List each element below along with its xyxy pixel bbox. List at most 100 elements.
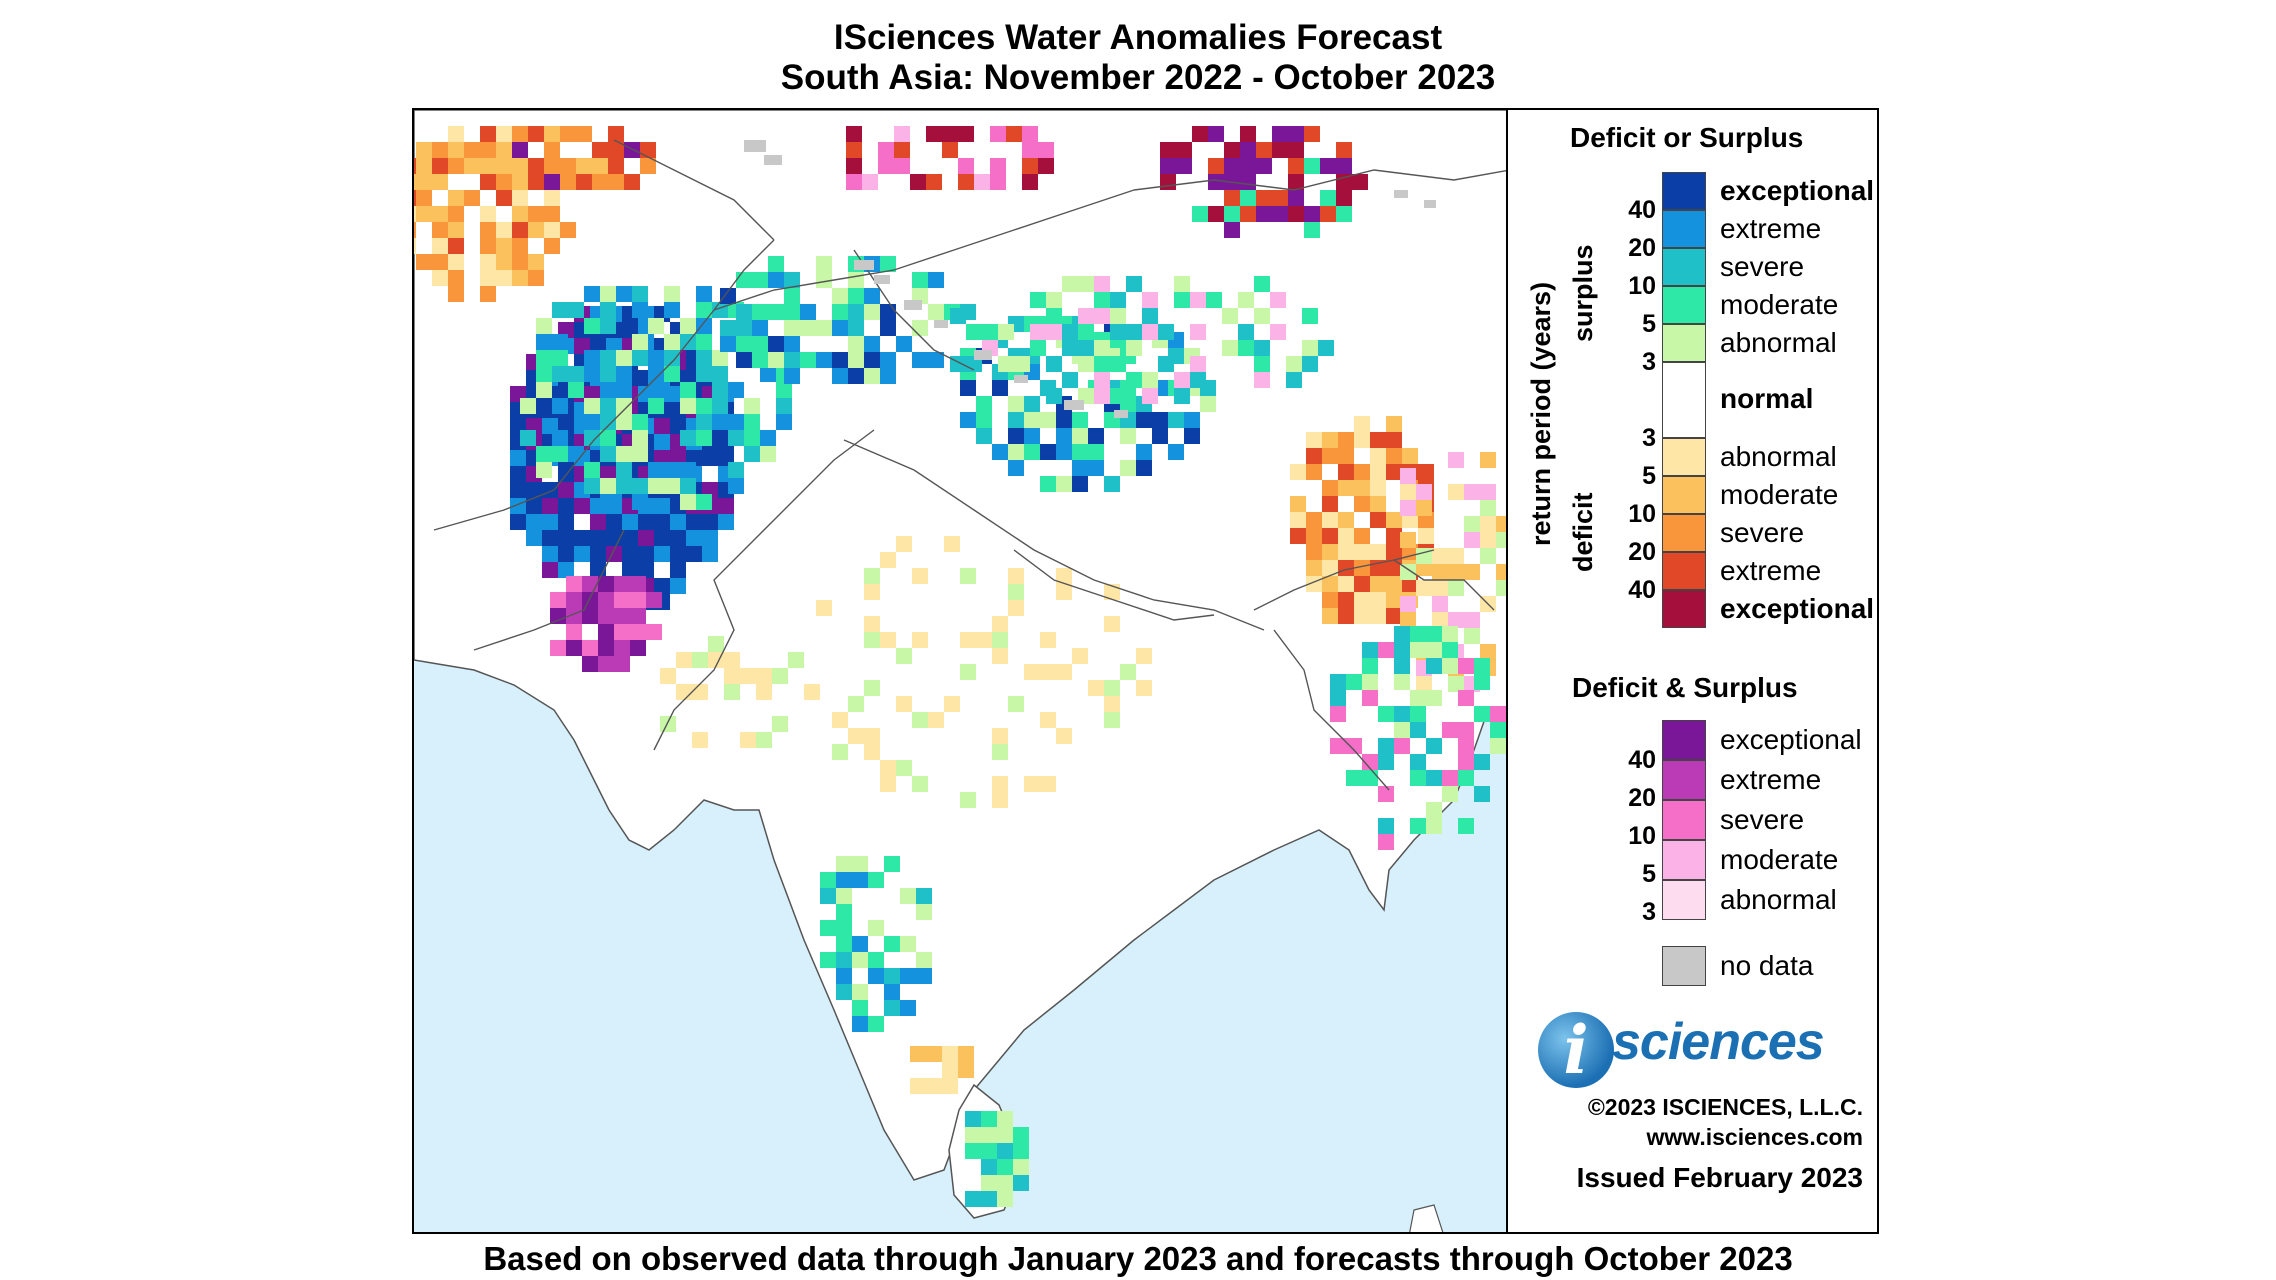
- mixed-cell: [846, 174, 862, 190]
- surplus-cell: [1142, 324, 1158, 340]
- surplus-cell: [1442, 786, 1458, 802]
- surplus-cell: [664, 366, 680, 382]
- deficit-cell: [692, 684, 708, 700]
- surplus-cell: [848, 288, 864, 304]
- surplus-cell: [1474, 706, 1490, 722]
- surplus-cell: [558, 514, 574, 530]
- surplus-cell: [590, 530, 606, 546]
- surplus-cell: [696, 398, 712, 414]
- deficit-cell: [1400, 532, 1416, 548]
- surplus-cell: [1152, 428, 1168, 444]
- deficit-cell: [1240, 206, 1256, 222]
- deficit-cell: [676, 684, 692, 700]
- surplus-cell: [536, 350, 552, 366]
- deficit-cell: [992, 744, 1008, 760]
- deficit-cell: [708, 652, 724, 668]
- mixed-cell: [598, 640, 614, 656]
- mixed-cell: [630, 576, 646, 592]
- surplus-cell: [981, 1111, 997, 1127]
- deficit-cell: [1400, 564, 1416, 580]
- deficit-cell: [1040, 776, 1056, 792]
- surplus-cell: [1458, 770, 1474, 786]
- map-subtitle: South Asia: November 2022 - October 2023: [780, 58, 1496, 97]
- surplus-cell: [736, 304, 752, 320]
- map-title: ISciences Water Anomalies Forecast: [833, 18, 1443, 57]
- surplus-cell: [1410, 770, 1426, 786]
- surplus-cell: [510, 450, 526, 466]
- deficit-cell: [432, 222, 448, 238]
- mixed-cell: [846, 126, 862, 142]
- surplus-cell: [654, 578, 670, 594]
- surplus-cell: [1094, 340, 1110, 356]
- deficit-cell: [1304, 222, 1320, 238]
- mixed-cell: [926, 174, 942, 190]
- mixed-cell: [1022, 174, 1038, 190]
- deficit-cell: [480, 254, 496, 270]
- tick-both-20: 20: [1628, 784, 1656, 812]
- website-link[interactable]: www.isciences.com: [1646, 1124, 1863, 1150]
- surplus-cell: [1013, 1159, 1029, 1175]
- deficit-cell: [864, 744, 880, 760]
- deficit-cell: [1224, 222, 1240, 238]
- label-deficit-moderate: moderate: [1720, 479, 1839, 510]
- surplus-cell: [648, 398, 664, 414]
- deficit-cell: [480, 270, 496, 286]
- deficit-cell: [1008, 568, 1024, 584]
- anomaly-map[interactable]: [414, 110, 1508, 1234]
- surplus-cell: [1254, 356, 1270, 372]
- deficit-cell: [1192, 126, 1208, 142]
- deficit-cell: [448, 254, 464, 270]
- surplus-cell: [638, 546, 654, 562]
- deficit-cell: [1240, 158, 1256, 174]
- surplus-cell: [590, 514, 606, 530]
- deficit-cell: [560, 158, 576, 174]
- deficit-cell: [1288, 158, 1304, 174]
- mixed-cell: [550, 592, 566, 608]
- deficit-cell: [942, 1046, 958, 1062]
- deficit-cell: [960, 568, 976, 584]
- surplus-cell: [558, 498, 574, 514]
- deficit-cell: [416, 206, 432, 222]
- deficit-cell: [1354, 592, 1370, 608]
- surplus-cell: [1270, 292, 1286, 308]
- surplus-cell: [526, 514, 542, 530]
- deficit-cell: [576, 174, 592, 190]
- map-panel[interactable]: [412, 108, 1508, 1234]
- surplus-cell: [852, 1016, 868, 1032]
- surplus-cell: [848, 352, 864, 368]
- deficit-cell: [1338, 528, 1354, 544]
- deficit-cell: [992, 616, 1008, 632]
- surplus-cell: [720, 320, 736, 336]
- deficit-cell: [880, 632, 896, 648]
- deficit-cell: [1480, 452, 1496, 468]
- surplus-cell: [1110, 388, 1126, 404]
- surplus-cell: [776, 398, 792, 414]
- deficit-cell: [1448, 612, 1464, 628]
- surplus-cell: [728, 382, 744, 398]
- mixed-cell: [614, 608, 630, 624]
- surplus-cell: [606, 514, 622, 530]
- surplus-cell: [900, 936, 916, 952]
- deficit-cell: [414, 174, 416, 190]
- deficit-cell: [528, 174, 544, 190]
- surplus-cell: [1458, 690, 1474, 706]
- surplus-cell: [590, 546, 606, 562]
- surplus-cell: [736, 320, 752, 336]
- surplus-cell: [1008, 444, 1024, 460]
- surplus-cell: [632, 446, 648, 462]
- surplus-cell: [1410, 722, 1426, 738]
- deficit-cell: [832, 712, 848, 728]
- deficit-cell: [1104, 696, 1120, 712]
- surplus-cell: [1062, 340, 1078, 356]
- surplus-cell: [664, 286, 680, 302]
- label-surplus-exceptional: exceptional: [1720, 175, 1875, 206]
- deficit-cell: [1120, 664, 1136, 680]
- deficit-cell: [1432, 580, 1448, 596]
- surplus-cell: [816, 320, 832, 336]
- surplus-cell: [992, 444, 1008, 460]
- deficit-cell: [1386, 560, 1402, 576]
- surplus-cell: [1110, 292, 1126, 308]
- surplus-cell: [1168, 412, 1184, 428]
- surplus-cell: [852, 1000, 868, 1016]
- surplus-cell: [1458, 818, 1474, 834]
